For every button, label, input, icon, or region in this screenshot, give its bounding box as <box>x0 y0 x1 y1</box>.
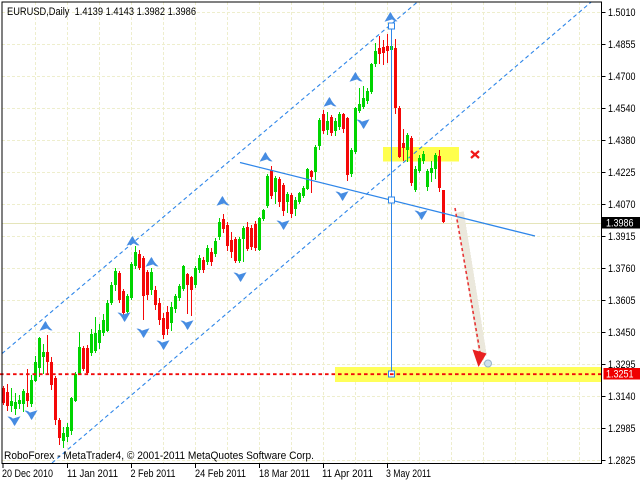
svg-text:1.4225: 1.4225 <box>608 167 636 179</box>
svg-text:1.4070: 1.4070 <box>608 199 636 211</box>
svg-text:1.3251: 1.3251 <box>606 369 634 381</box>
svg-text:20 Dec 2010: 20 Dec 2010 <box>2 468 53 480</box>
svg-text:1.3915: 1.3915 <box>608 231 636 243</box>
svg-text:11 Apr 2011: 11 Apr 2011 <box>322 468 373 480</box>
svg-text:1.4855: 1.4855 <box>608 39 636 51</box>
svg-text:24 Feb 2011: 24 Feb 2011 <box>195 468 246 480</box>
svg-text:1.3450: 1.3450 <box>608 327 636 339</box>
svg-text:3 May 2011: 3 May 2011 <box>386 468 431 480</box>
svg-text:1.3986: 1.3986 <box>606 218 634 230</box>
svg-text:1.2985: 1.2985 <box>608 423 636 435</box>
svg-text:1.3760: 1.3760 <box>608 263 636 275</box>
svg-text:11 Jan 2011: 11 Jan 2011 <box>67 468 118 480</box>
svg-text:1.4540: 1.4540 <box>608 103 636 115</box>
svg-text:EURUSD,Daily 1.4139 1.4143 1.: EURUSD,Daily 1.4139 1.4143 1.3982 1.3986 <box>7 6 196 18</box>
svg-text:1.3605: 1.3605 <box>608 295 636 307</box>
svg-text:RoboForex - MetaTrader4, © 200: RoboForex - MetaTrader4, © 2001-2011 Met… <box>4 450 314 462</box>
svg-text:18 Mar 2011: 18 Mar 2011 <box>259 468 310 480</box>
svg-text:1.4700: 1.4700 <box>608 71 636 83</box>
svg-text:1.5010: 1.5010 <box>608 7 636 19</box>
svg-text:2 Feb 2011: 2 Feb 2011 <box>131 468 176 480</box>
svg-text:1.2825: 1.2825 <box>608 455 636 467</box>
svg-text:1.4380: 1.4380 <box>608 135 636 147</box>
svg-text:1.3140: 1.3140 <box>608 391 636 403</box>
